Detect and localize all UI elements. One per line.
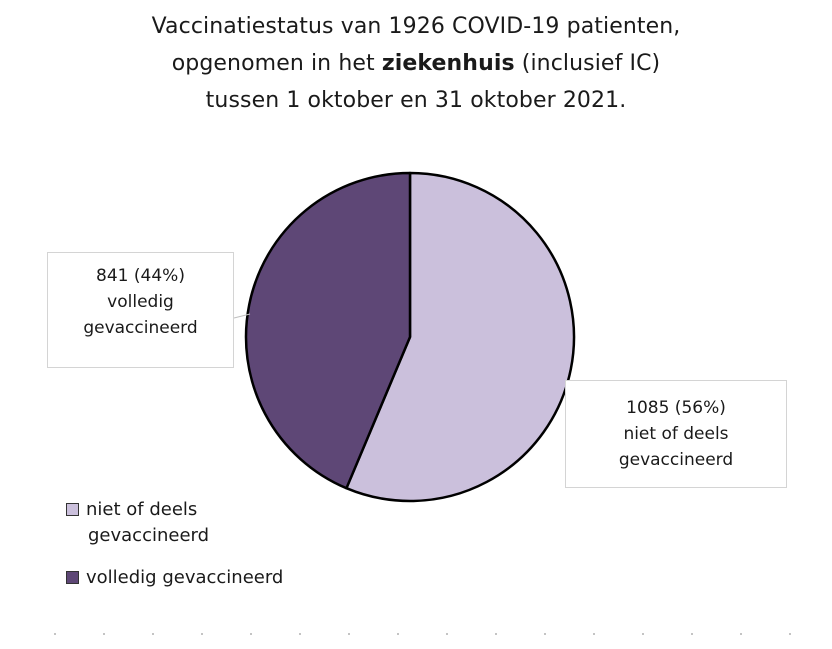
legend-label: volledig gevaccineerd [86,567,284,588]
border-dot [544,633,546,635]
chart-title: Vaccinatiestatus van 1926 COVID-19 patie… [0,8,832,119]
border-dot [299,633,301,635]
legend-label-line-1: niet of deels [86,499,198,520]
data-label-category-line-1: niet of deels [623,424,729,444]
border-dot [446,633,448,635]
border-dot [250,633,252,635]
border-dot [789,633,791,635]
title-line-2-pre: opgenomen in het [171,51,382,76]
title-line-3: tussen 1 oktober en 31 oktober 2021. [205,88,627,113]
legend-item-not-or-partially-vaccinated: niet of deels gevaccineerd [64,497,283,549]
data-label-value: 1085 (56%) [626,398,726,418]
pie-slice-fully-vaccinated [244,171,412,490]
data-label-value: 841 (44%) [96,266,185,286]
data-label-category-line-1: volledig [107,292,174,312]
border-dot [397,633,399,635]
data-label-fully-vaccinated: 841 (44%) volledig gevaccineerd [47,252,234,368]
title-line-2: opgenomen in het ziekenhuis (inclusief I… [0,45,832,82]
border-dot [740,633,742,635]
dotted-border [54,633,791,635]
border-dot [495,633,497,635]
pie-slices [244,171,576,503]
border-dot [348,633,350,635]
border-dot [691,633,693,635]
title-line-2-bold: ziekenhuis [381,51,515,76]
data-label-category-line-2: gevaccineerd [83,318,198,338]
legend-item-fully-vaccinated: volledig gevaccineerd [64,565,283,591]
legend: niet of deels gevaccineerd volledig geva… [64,497,283,591]
border-dot [642,633,644,635]
legend-swatch [66,571,79,584]
legend-label-line-2: gevaccineerd [88,525,210,546]
border-dot [152,633,154,635]
data-label-not-or-partially-vaccinated: 1085 (56%) niet of deels gevaccineerd [565,380,787,488]
title-line-2-post: (inclusief IC) [514,51,661,76]
legend-swatch [66,503,79,516]
border-dot [201,633,203,635]
data-label-category-line-2: gevaccineerd [618,450,734,470]
border-dot [103,633,105,635]
border-dot [593,633,595,635]
pie-slice-not-or-partially-vaccinated [345,171,576,503]
leader-line-fully-vaccinated [233,313,251,319]
title-line-1: Vaccinatiestatus van 1926 COVID-19 patie… [151,14,681,39]
border-dot [54,633,56,635]
